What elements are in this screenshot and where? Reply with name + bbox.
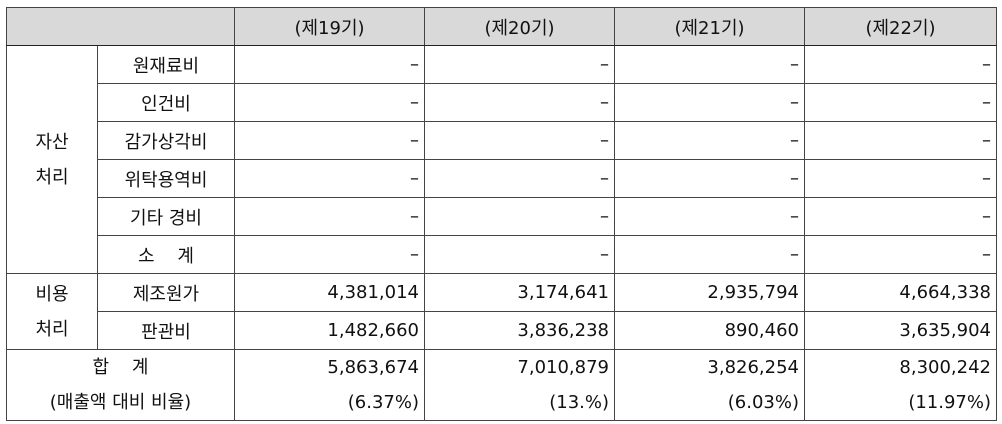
row-label: 제조원가 [97,273,235,312]
row-label: 감가상각비 [97,121,235,160]
cell-value: – [614,45,805,84]
rnd-expense-table-wrapper: (제19기) (제20기) (제21기) (제22기) 자산 처리 원재료비 –… [6,7,997,421]
cell-value: – [234,83,425,122]
group-label-expense-line2: 처리 [35,318,69,340]
total-label: 합 계 (매출액 대비 비율) [6,349,235,421]
total-ratio: (13.%) [549,392,609,413]
row-label: 원재료비 [97,45,235,84]
cell-value: – [424,83,615,122]
group-label-expense-line1: 비용 [35,283,69,305]
table-row-total: 합 계 (매출액 대비 비율) 5,863,674 (6.37%) 7,010,… [6,349,997,421]
table-row: 자산 처리 원재료비 – – – – [6,45,997,274]
row-label: 기타 경비 [97,197,235,236]
group-label-expense: 비용 처리 [6,273,98,350]
header-period-19: (제19기) [234,7,425,46]
cell-value: – [614,159,805,198]
total-ratio: (6.03%) [727,392,799,413]
row-label: 소 계 [97,235,235,274]
total-value: 5,863,674 [327,357,419,378]
cell-value: 3,836,238 [424,311,615,350]
cell-value: – [804,83,997,122]
row-label: 판관비 [97,311,235,350]
cell-value: – [234,45,425,84]
table-row: 위탁용역비 – – – – [7,159,997,198]
cell-value: 2,935,794 [614,273,805,312]
total-value: 8,300,242 [899,357,991,378]
cell-value: – [234,159,425,198]
cell-value: 890,460 [614,311,805,350]
cell-value: – [424,121,615,160]
total-label-line1: 합 계 [92,357,149,378]
header-row: (제19기) (제20기) (제21기) (제22기) [6,7,997,46]
cell-value: – [804,197,997,236]
cell-value: 4,664,338 [804,273,997,312]
header-period-20: (제20기) [424,7,615,46]
table-row: 기타 경비 – – – – [7,197,997,236]
cell-value: – [424,235,615,274]
cell-value: – [804,121,997,160]
total-cell: 3,826,254 (6.03%) [614,349,805,421]
cell-value: – [614,197,805,236]
row-label: 인건비 [97,83,235,122]
total-ratio: (11.97%) [908,392,991,413]
total-cell: 7,010,879 (13.%) [424,349,615,421]
header-corner-cell [6,7,235,46]
header-period-21: (제21기) [614,7,805,46]
cell-value: – [234,235,425,274]
cell-value: – [804,235,997,274]
group-label-asset-line2: 처리 [35,166,69,188]
total-cell: 5,863,674 (6.37%) [234,349,425,421]
cell-value: 3,635,904 [804,311,997,350]
group-label-asset-line1: 자산 [35,131,69,153]
table-row-subtotal: 소 계 – – – – [7,235,997,274]
cell-value: 1,482,660 [234,311,425,350]
cell-value: 4,381,014 [234,273,425,312]
row-label: 위탁용역비 [97,159,235,198]
table-row: 인건비 – – – – [7,83,997,122]
table-row: 비용 처리 제조원가 4,381,014 3,174,641 2,935,794… [6,273,997,350]
table-row: 판관비 1,482,660 3,836,238 890,460 3,635,90… [7,311,997,350]
cell-value: – [614,83,805,122]
cell-value: 3,174,641 [424,273,615,312]
total-ratio: (6.37%) [347,392,419,413]
cell-value: – [804,45,997,84]
total-value: 7,010,879 [517,357,609,378]
cell-value: – [424,197,615,236]
table-row: 감가상각비 – – – – [7,121,997,160]
header-period-22: (제22기) [804,7,997,46]
cell-value: – [424,159,615,198]
total-label-line2: (매출액 대비 비율) [49,392,192,413]
group-label-asset: 자산 처리 [6,45,98,274]
cell-value: – [614,235,805,274]
cell-value: – [614,121,805,160]
cell-value: – [424,45,615,84]
cell-value: – [804,159,997,198]
total-cell: 8,300,242 (11.97%) [804,349,997,421]
rnd-expense-table: (제19기) (제20기) (제21기) (제22기) 자산 처리 원재료비 –… [6,7,997,421]
total-value: 3,826,254 [707,357,799,378]
cell-value: – [234,121,425,160]
cell-value: – [234,197,425,236]
